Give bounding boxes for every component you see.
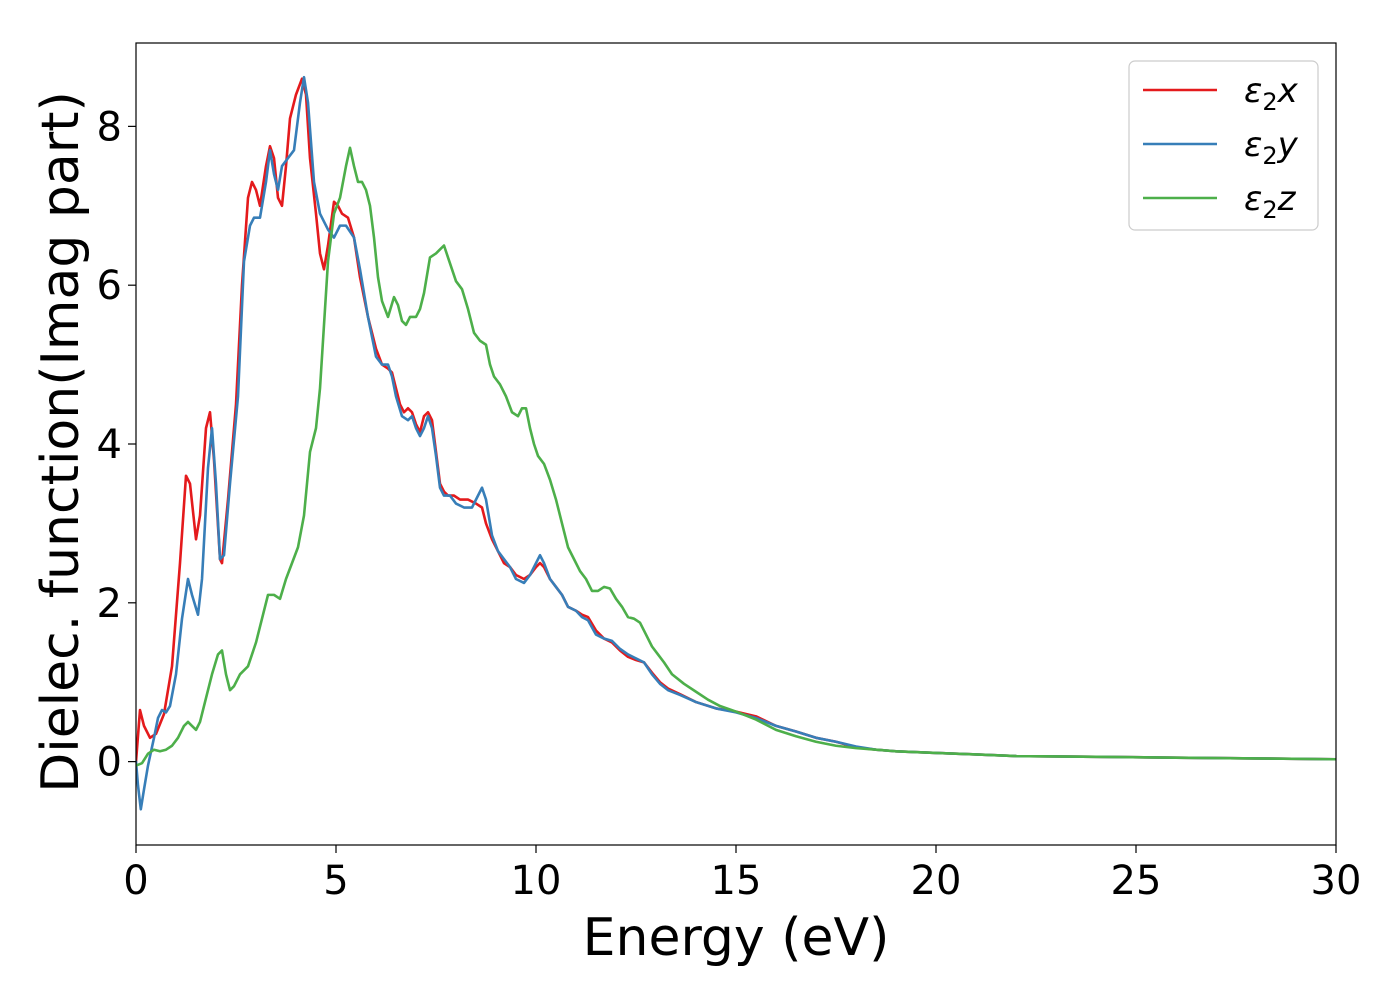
x-tick-label: 15 (711, 858, 762, 904)
y-axis-title: Dielec. function(Imag part) (31, 91, 91, 793)
series-layer (136, 75, 1336, 811)
x-tick-label: 10 (511, 858, 562, 904)
x-tick-label: 30 (1311, 858, 1362, 904)
ticks-layer: 0 5 10 15 20 25 30 0 2 4 6 8 (97, 104, 1362, 904)
y-tick-label: 4 (97, 422, 122, 468)
legend: ε2x ε2y ε2z (1128, 60, 1319, 231)
legend-label-z: ε2z (1244, 179, 1297, 224)
legend-box (1128, 60, 1319, 231)
x-tick-label: 0 (123, 858, 148, 904)
y-tick-label: 2 (97, 581, 122, 627)
y-tick-label: 6 (97, 263, 122, 309)
x-tick-label: 20 (911, 858, 962, 904)
y-tick-label: 0 (97, 740, 122, 786)
y-tick-label: 8 (97, 104, 122, 150)
legend-label-x: ε2x (1244, 71, 1299, 116)
x-axis-title: Energy (eV) (583, 908, 890, 968)
x-tick-label: 25 (1111, 858, 1162, 904)
series-line-z (136, 146, 1336, 767)
x-tick-label: 5 (323, 858, 348, 904)
legend-label-y: ε2y (1244, 125, 1299, 170)
series-line-y (136, 75, 1336, 811)
